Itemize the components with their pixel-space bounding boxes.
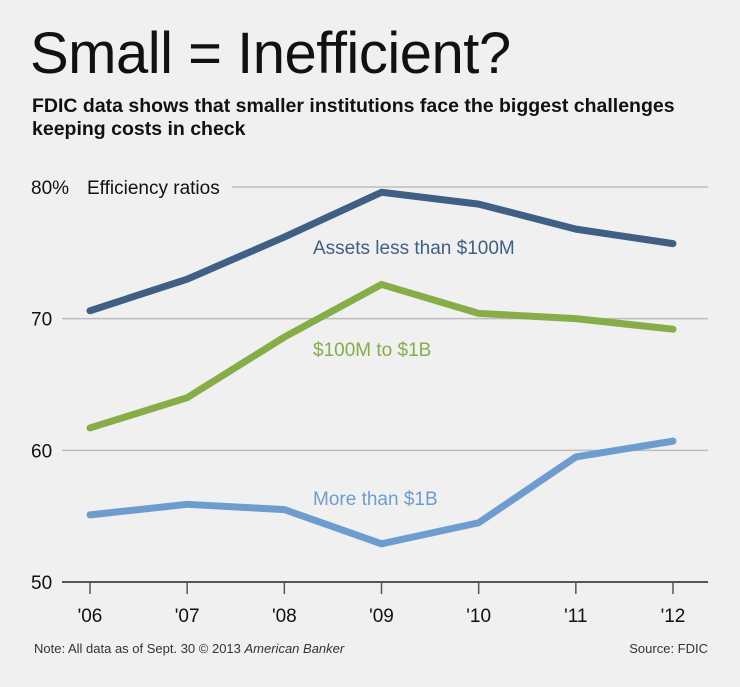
y-tick-label: 80%: [31, 178, 69, 199]
chart-title: Small = Inefficient?: [30, 21, 511, 86]
x-tick-label: '12: [661, 606, 686, 627]
x-tick-label: '11: [564, 606, 587, 627]
series-label: Assets less than $100M: [313, 238, 515, 259]
series-label: More than $1B: [313, 489, 438, 510]
y-tick-label: 70: [31, 310, 52, 331]
series-label: $100M to $1B: [313, 340, 431, 361]
y-tick-label: 60: [31, 441, 52, 462]
source-note: Source: FDIC: [629, 641, 708, 656]
x-tick-label: '08: [272, 606, 297, 627]
note-text: Note: All data as of Sept. 30 © 2013: [34, 641, 245, 656]
chart-subtitle: FDIC data shows that smaller institution…: [32, 95, 675, 140]
x-tick-label: '06: [78, 606, 103, 627]
footer-note: Note: All data as of Sept. 30 © 2013 Ame…: [34, 641, 344, 656]
x-tick-label: '07: [175, 606, 200, 627]
y-tick-label: 50: [31, 573, 52, 594]
x-tick-label: '10: [466, 606, 491, 627]
brand-text: American Banker: [244, 641, 345, 656]
y-axis-label: Efficiency ratios: [87, 178, 220, 199]
x-tick-label: '09: [369, 606, 394, 627]
